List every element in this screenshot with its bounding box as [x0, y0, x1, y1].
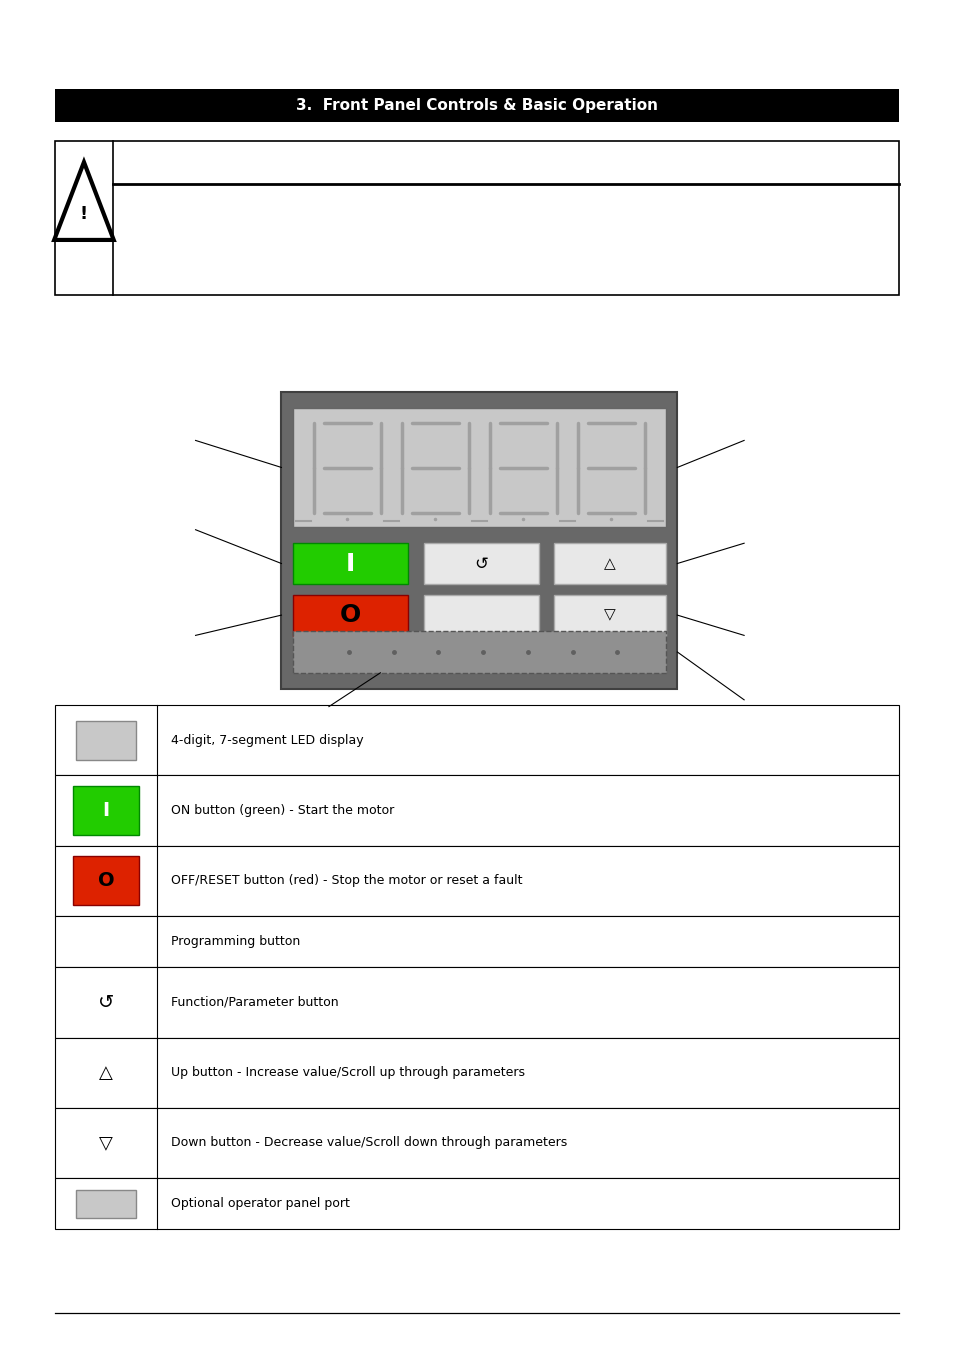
Bar [55, 846, 898, 916]
Bar [293, 543, 408, 584]
Bar [55, 775, 898, 846]
Bar [293, 408, 665, 527]
Text: Programming button: Programming button [171, 935, 300, 948]
Bar [73, 857, 139, 905]
Bar [281, 392, 677, 689]
Text: I: I [102, 801, 110, 820]
Text: △: △ [603, 557, 616, 571]
Text: I: I [346, 551, 355, 576]
Text: Optional operator panel port: Optional operator panel port [171, 1197, 350, 1210]
Bar [55, 141, 898, 295]
Text: 3.  Front Panel Controls & Basic Operation: 3. Front Panel Controls & Basic Operatio… [295, 97, 658, 113]
Bar [75, 721, 136, 759]
Bar [55, 967, 898, 1038]
Bar [55, 705, 898, 775]
Bar [554, 594, 665, 635]
Text: Function/Parameter button: Function/Parameter button [171, 996, 338, 1009]
Text: O: O [97, 871, 114, 890]
Text: OFF/RESET button (red) - Stop the motor or reset a fault: OFF/RESET button (red) - Stop the motor … [171, 874, 522, 888]
Text: 4-digit, 7-segment LED display: 4-digit, 7-segment LED display [171, 734, 363, 747]
Text: △: △ [99, 1063, 112, 1082]
Bar [75, 1190, 136, 1217]
Text: O: O [339, 603, 361, 627]
Bar [55, 1108, 898, 1178]
Bar [73, 786, 139, 835]
Bar [423, 594, 538, 635]
Bar [293, 594, 408, 635]
Text: ▽: ▽ [99, 1133, 112, 1152]
Bar [55, 916, 898, 967]
Text: Up button - Increase value/Scroll up through parameters: Up button - Increase value/Scroll up thr… [171, 1066, 524, 1079]
Bar [55, 89, 898, 122]
Text: !: ! [80, 205, 88, 223]
Bar [55, 1178, 898, 1229]
Text: ON button (green) - Start the motor: ON button (green) - Start the motor [171, 804, 394, 817]
Bar [554, 543, 665, 584]
Text: ▽: ▽ [603, 608, 616, 623]
Polygon shape [54, 162, 113, 240]
Text: Down button - Decrease value/Scroll down through parameters: Down button - Decrease value/Scroll down… [171, 1136, 566, 1150]
Bar [423, 543, 538, 584]
Bar [293, 631, 665, 673]
Text: ↺: ↺ [97, 993, 114, 1012]
Text: ↺: ↺ [474, 554, 488, 573]
Bar [55, 1038, 898, 1108]
